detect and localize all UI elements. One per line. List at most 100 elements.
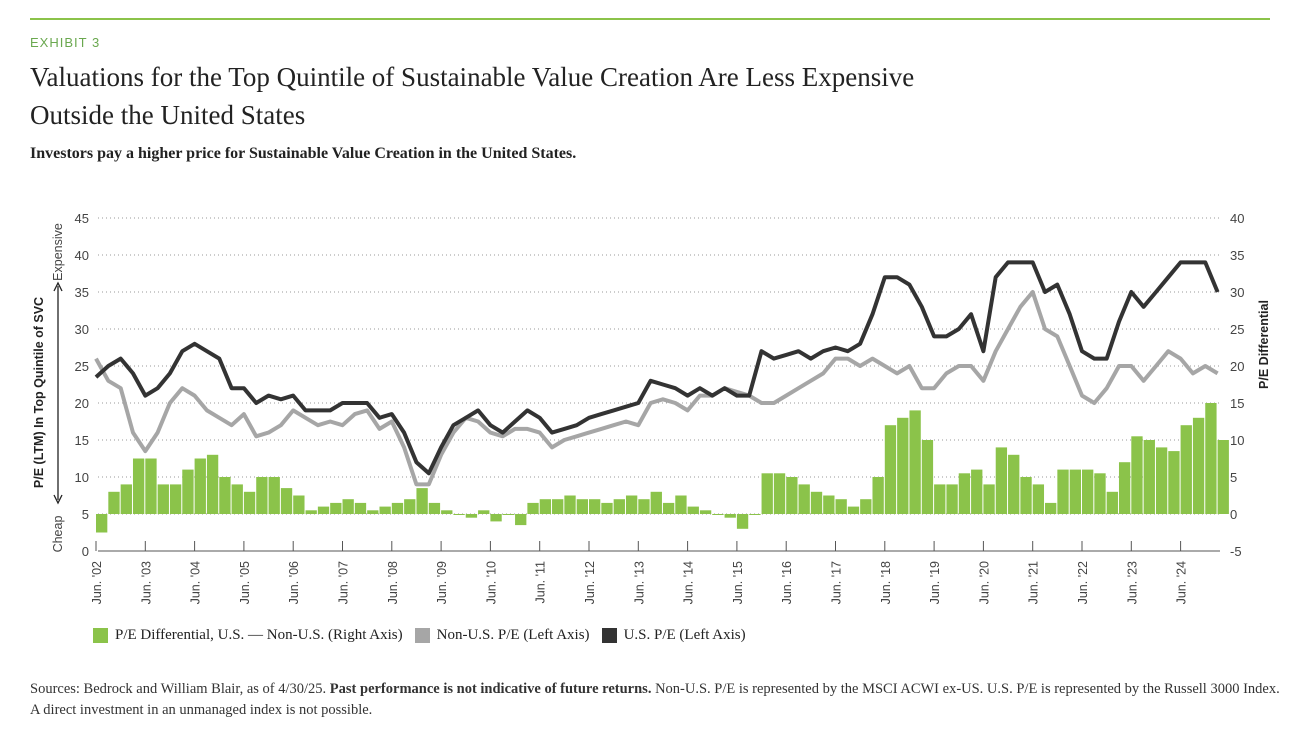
diff-bar [1118,462,1131,514]
diff-bar [1168,451,1180,514]
arrow-down-icon [53,494,63,505]
x-tick-label: Jun. '16 [780,561,794,604]
chart-subtitle: Investors pay a higher price for Sustain… [30,145,577,162]
diff-bar [1069,469,1081,514]
diff-bar [749,514,761,515]
x-tick-label: Jun. '05 [238,561,252,604]
footer-disclaimer: Past performance is not indicative of fu… [329,681,652,697]
diff-bar [897,417,909,514]
diff-bar [354,502,367,514]
x-tick-label: Jun. '02 [90,561,104,604]
legend-item-diff: P/E Differential, U.S. — Non-U.S. (Right… [93,627,403,644]
diff-bar [798,484,810,514]
diff-bar [256,477,268,514]
diff-bar [428,502,441,514]
expensive-label: Expensive [51,223,65,281]
top-rule [30,18,1270,20]
x-tick-label: Jun. '13 [632,561,646,604]
diff-bar [1008,454,1020,514]
footer-rest: Non-U.S. P/E is represented by the MSCI … [30,681,1280,718]
left-tick-label: 20 [75,396,89,411]
title-line-1: Valuations for the Top Quintile of Susta… [30,62,915,92]
diff-bar [958,473,971,514]
diff-bar [589,499,601,514]
x-tick-label: Jun. '22 [1076,561,1090,604]
arrow-up-icon [53,281,63,292]
diff-bar [108,491,120,514]
diff-bar [625,495,638,514]
diff-bar [823,495,835,514]
right-tick-label: -5 [1230,544,1242,559]
right-tick-label: 35 [1230,248,1244,263]
x-tick-label: Jun. '04 [189,561,203,604]
diff-bar [971,469,983,514]
diff-bar [391,502,404,514]
legend-swatch-us [601,628,617,643]
diff-bar [96,514,108,533]
x-tick-label: Jun. '06 [287,561,301,604]
x-tick-label: Jun. '14 [682,561,696,604]
diff-bar [317,506,330,514]
diff-bar [120,484,132,514]
diff-bar [1082,469,1094,514]
diff-bar [724,514,736,518]
right-tick-label: 20 [1230,359,1244,374]
diff-bar [576,499,588,514]
diff-bar [1155,447,1168,514]
exhibit-label: EXHIBIT 3 [30,35,101,50]
diff-bar [601,502,613,514]
diff-bar [884,425,897,514]
left-tick-label: 25 [75,359,89,374]
diff-bar [675,495,687,514]
diff-bar [921,440,934,514]
diff-bar [712,514,724,515]
diff-bar [527,502,539,514]
diff-bar [132,458,145,514]
right-tick-label: 25 [1230,322,1244,337]
diff-bar [330,502,342,514]
diff-bar [243,491,256,514]
diff-bar [1180,425,1192,514]
right-tick-label: 0 [1230,507,1237,522]
diff-bar [662,502,675,514]
diff-bar [761,473,773,514]
cheap-label: Cheap [51,516,65,553]
diff-bar [502,514,515,515]
diff-bar [1131,436,1143,514]
diff-bar [231,484,243,514]
right-tick-label: 15 [1230,396,1244,411]
diff-bar [1032,484,1045,514]
footer-sources: Sources: Bedrock and William Blair, as o… [30,681,330,697]
x-tick-label: Jun. '18 [879,561,893,604]
diff-bar [810,491,823,514]
diff-bar [182,469,194,514]
footer-note: Sources: Bedrock and William Blair, as o… [30,679,1280,721]
x-tick-label: Jun. '21 [1027,561,1041,604]
diff-bar [934,484,946,514]
diff-bar [206,454,219,514]
diff-bar [687,506,699,514]
left-tick-label: 5 [82,507,89,522]
diff-bar [379,506,391,514]
x-tick-label: Jun. '11 [534,561,548,604]
right-axis-title: P/E Differential [1257,300,1271,389]
diff-bar [268,477,280,514]
diff-bar [145,458,157,514]
diff-bar [552,499,564,514]
diff-bar [650,491,662,514]
left-tick-label: 35 [75,285,89,300]
left-tick-label: 30 [75,322,89,337]
diff-bar [416,488,428,514]
diff-bar [1106,491,1118,514]
diff-bar [219,477,231,514]
left-tick-label: 45 [75,211,89,226]
left-axis-title: P/E (LTM) In Top Quintile of SVC [32,297,46,488]
diff-bar [404,499,416,514]
diff-bar [699,510,712,514]
us-pe-line [94,260,1220,476]
x-tick-label: Jun. '20 [977,561,991,604]
diff-bar [1205,403,1217,514]
diff-bar [1143,440,1155,514]
legend-swatch-nonus [414,628,430,643]
